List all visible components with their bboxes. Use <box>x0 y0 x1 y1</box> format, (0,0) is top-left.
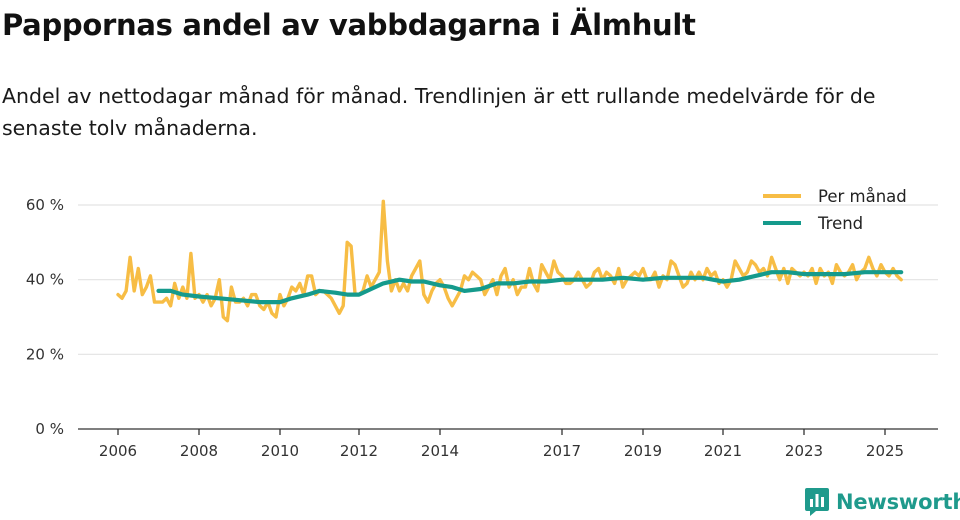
y-tick-label: 0 % <box>35 420 64 438</box>
chart-subtitle: Andel av nettodagar månad för månad. Tre… <box>2 84 876 140</box>
x-tick-label: 2021 <box>704 442 742 460</box>
brand-logo: Newsworthy <box>804 487 960 517</box>
x-axis: 2006 2008 2010 2012 2014 2017 2019 2021 2023 2025 <box>78 428 938 460</box>
y-tick-label: 20 % <box>26 345 64 363</box>
bar-chart-logo-icon <box>805 488 829 516</box>
series-lines <box>116 199 904 323</box>
x-tick-label: 2019 <box>624 442 662 460</box>
y-tick-label: 60 % <box>26 196 64 214</box>
x-tick-label: 2025 <box>866 442 904 460</box>
legend: Per månad Trend <box>763 187 907 233</box>
x-tick-label: 2012 <box>340 442 378 460</box>
x-tick-label: 2023 <box>785 442 823 460</box>
x-tick-label: 2010 <box>261 442 299 460</box>
brand-name: Newsworthy <box>836 490 960 514</box>
legend-swatch-trend <box>763 221 801 225</box>
series-line-trend <box>156 270 904 305</box>
y-axis: 0 % 20 % 40 % 60 % <box>26 196 64 438</box>
x-tick-label: 2014 <box>421 442 459 460</box>
x-tick-label: 2006 <box>99 442 137 460</box>
legend-swatch-per-manad <box>763 194 801 198</box>
legend-label-trend: Trend <box>817 214 863 233</box>
series-line-per-manad <box>116 199 903 323</box>
x-tick-label: 2017 <box>543 442 581 460</box>
legend-label-per-manad: Per månad <box>818 187 907 206</box>
chart-title: Pappornas andel av vabbdagarna i Älmhult <box>2 8 696 42</box>
x-tick-label: 2008 <box>180 442 218 460</box>
y-tick-label: 40 % <box>26 271 64 289</box>
